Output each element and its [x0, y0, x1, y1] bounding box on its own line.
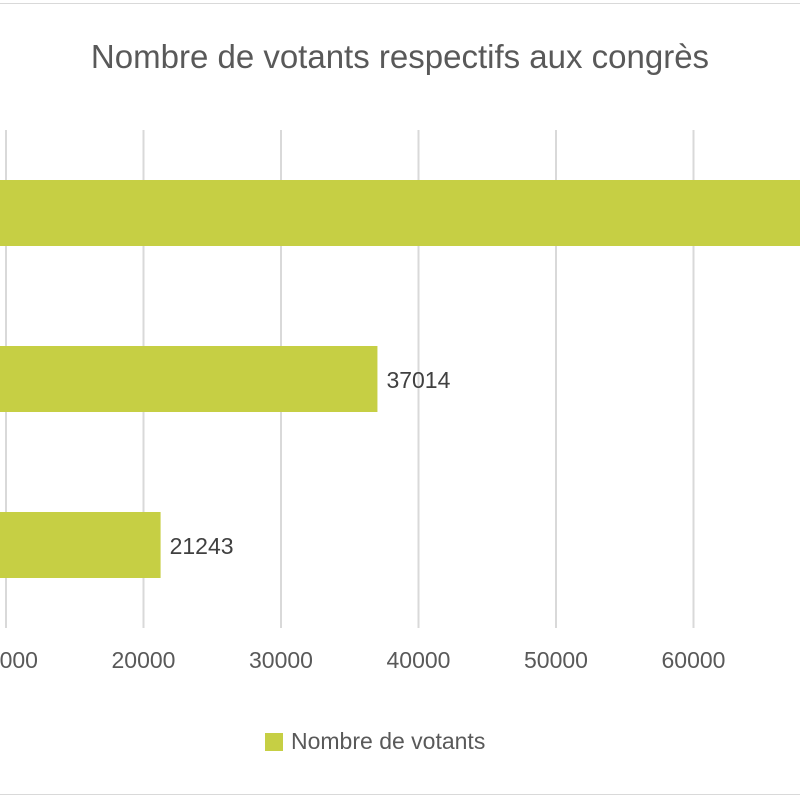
- x-tick-label: 30000: [249, 647, 313, 673]
- legend-swatch: [265, 732, 283, 751]
- data-label: 21243: [170, 533, 234, 559]
- x-tick-label: 60000: [662, 647, 726, 673]
- legend: Nombre de votants: [265, 728, 485, 755]
- legend-label: Nombre de votants: [291, 728, 486, 754]
- bar: [0, 180, 800, 246]
- chart-title: Nombre de votants respectifs aux congrès: [90, 38, 710, 75]
- bar: [0, 346, 378, 412]
- x-tick-label: 50000: [524, 647, 588, 673]
- chart-border: [0, 3, 800, 795]
- x-tick-label: 10000: [0, 647, 38, 673]
- x-tick-label: 40000: [387, 647, 451, 673]
- x-tick-label: 20000: [112, 647, 176, 673]
- bar: [0, 512, 161, 578]
- data-label: 37014: [386, 367, 450, 393]
